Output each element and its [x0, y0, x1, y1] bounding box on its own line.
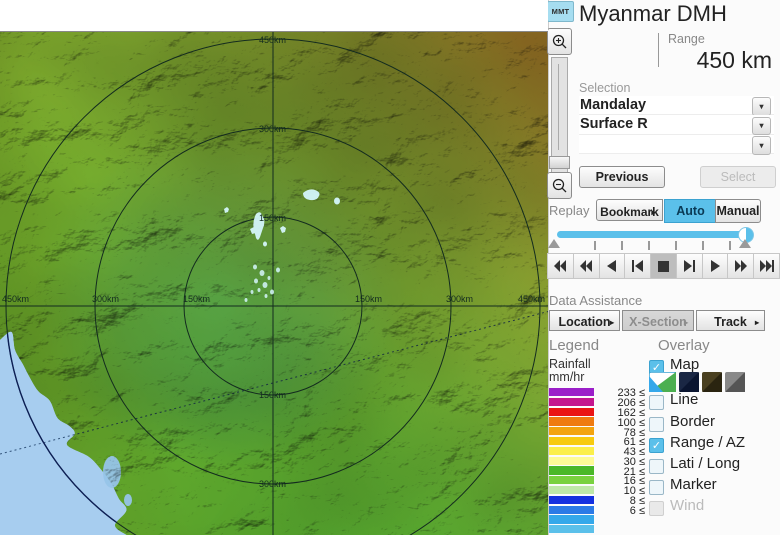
svg-text:150km: 150km [259, 390, 286, 400]
svg-text:150km: 150km [355, 294, 382, 304]
svg-text:150km: 150km [183, 294, 210, 304]
svg-text:300km: 300km [259, 124, 286, 134]
svg-text:450km: 450km [518, 294, 545, 304]
svg-text:300km: 300km [259, 479, 286, 489]
svg-text:450km: 450km [259, 35, 286, 45]
svg-text:300km: 300km [446, 294, 473, 304]
svg-text:300km: 300km [92, 294, 119, 304]
svg-text:450km: 450km [2, 294, 29, 304]
svg-text:150km: 150km [259, 213, 286, 223]
